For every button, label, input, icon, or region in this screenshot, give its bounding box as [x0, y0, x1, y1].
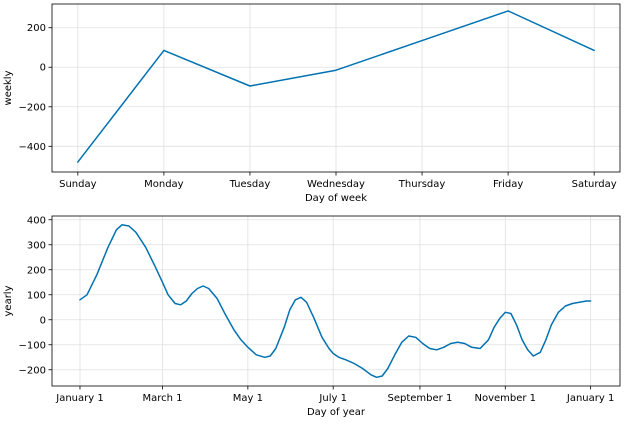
x-tick-label: Tuesday: [229, 179, 271, 190]
x-axis-label: Day of week: [305, 193, 367, 204]
yearly-panel: January 1 March 1 May 1 July 1 September 1 No…: [3, 215, 621, 418]
y-tick-label: 200: [27, 23, 46, 34]
y-tick-label: −200: [19, 365, 46, 376]
x-tick-label: September 1: [388, 393, 453, 404]
y-tick-label: −400: [19, 142, 46, 153]
plot-frame: [51, 215, 621, 387]
x-tick-label: Thursday: [398, 179, 446, 190]
x-tick-label: November 1: [474, 393, 536, 404]
y-tick-label: 0: [40, 63, 46, 74]
y-axis-label: weekly: [3, 70, 14, 105]
y-tick-label: 200: [27, 265, 46, 276]
x-tick-label: Friday: [493, 179, 523, 190]
x-tick-label: January 1: [55, 393, 103, 404]
y-tick-label: −200: [19, 102, 46, 113]
x-axis-label: Day of year: [307, 407, 366, 418]
y-tick-label: 0: [40, 315, 46, 326]
y-tick-label: 300: [27, 240, 46, 251]
weekly-panel: Sunday Monday Tuesday Wednesday Thursday Frid…: [3, 3, 621, 204]
y-tick-label: 400: [27, 215, 46, 226]
x-tick-label: May 1: [233, 393, 263, 404]
x-tick-label: Saturday: [572, 179, 617, 190]
y-tick-label: −100: [19, 340, 46, 351]
x-tick-label: July 1: [318, 393, 347, 404]
y-axis-label: yearly: [3, 285, 14, 316]
series-line: [77, 10, 595, 163]
x-tick-label: Wednesday: [307, 179, 365, 190]
x-tick-label: Sunday: [59, 179, 96, 190]
y-tick-label: 100: [27, 290, 46, 301]
x-tick-label: January 1: [566, 393, 614, 404]
series-line: [79, 224, 592, 379]
x-tick-label: Monday: [144, 179, 184, 190]
x-tick-label: March 1: [143, 393, 183, 404]
